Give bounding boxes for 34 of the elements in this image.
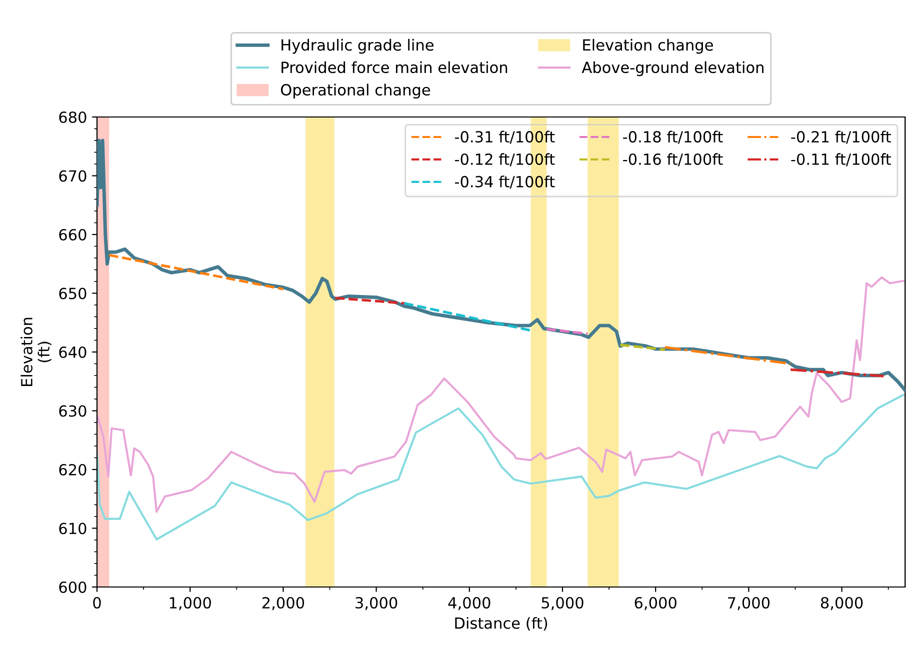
legend-label: Operational change	[280, 84, 430, 99]
x-tick-label: 7,000	[728, 596, 770, 610]
x-tick-label: 1,000	[170, 596, 211, 610]
x-tick-label: 0	[93, 596, 101, 609]
y-tick-label: 610	[59, 522, 86, 534]
y-tick-label: 600	[59, 581, 86, 594]
y-tick-label: 680	[59, 111, 86, 124]
y-tick-label: 660	[59, 228, 86, 241]
y-tick-label: 670	[59, 170, 86, 182]
legend-label: -0.12 ft/100ft	[454, 153, 555, 166]
legend-label: Above-ground elevation	[582, 61, 764, 76]
x-axis-title: Distance (ft)	[455, 617, 548, 631]
legend-label: -0.31 ft/100ft	[454, 130, 555, 144]
y-tick-label: 620	[59, 464, 86, 476]
legend-label: Hydraulic grade line	[282, 38, 434, 54]
line-series	[97, 276, 904, 513]
y-tick-label: 650	[59, 288, 86, 300]
legend-label: -0.16 ft/100ft	[623, 153, 723, 166]
y-tick-label: 640	[59, 346, 86, 358]
x-tick-label: 2,000	[262, 596, 304, 610]
legend-label: -0.34 ft/100ft	[454, 176, 555, 189]
x-tick-label: 5,000	[542, 596, 584, 610]
legend-label: -0.18 ft/100ft	[623, 130, 723, 144]
x-tick-label: 6,000	[634, 596, 676, 610]
legend-label: -0.11 ft/100ft	[791, 153, 891, 166]
y-axis-title: Elevation (ft)	[20, 318, 52, 386]
legend-label: Elevation change	[583, 38, 713, 54]
x-tick-label: 4,000	[448, 596, 490, 610]
x-tick-label: 8,000	[820, 596, 863, 610]
y-tick-label: 630	[59, 405, 86, 417]
legend-label: Provided force main elevation	[282, 61, 508, 74]
legend-label: -0.21 ft/100ft	[791, 130, 891, 144]
x-tick-label: 3,000	[356, 596, 398, 610]
line-series	[97, 394, 904, 540]
